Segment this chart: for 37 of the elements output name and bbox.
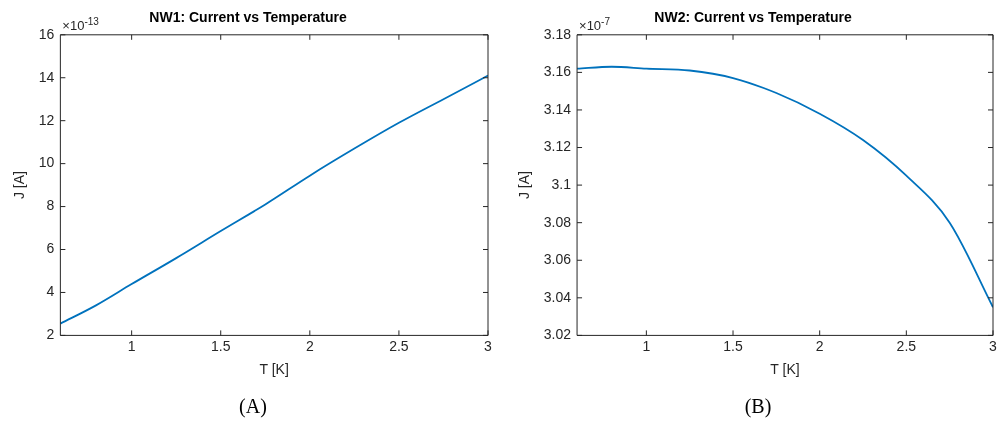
x-tick-label: 1 — [127, 337, 136, 354]
y-tick-label: 3.12 — [543, 138, 572, 155]
x-tick-label: 1.5 — [723, 337, 743, 354]
text: (B) — [744, 395, 772, 418]
y-tick-label: 2 — [46, 326, 55, 343]
line-series — [577, 65, 993, 309]
y-tick-label: 10 — [38, 154, 55, 171]
y-tick-label: 14 — [38, 68, 55, 85]
y-tick-label: 3.1 — [551, 175, 572, 192]
y-tick-label: 3.02 — [543, 326, 572, 343]
y-tick-label: 6 — [46, 240, 55, 257]
y-axis-title: J [A] — [516, 171, 533, 200]
y-tick-label: 16 — [38, 25, 55, 42]
x-tick-label: 2 — [815, 337, 824, 354]
y-tick-label: 3.08 — [543, 213, 572, 230]
y-axis-title: J [A] — [11, 171, 28, 200]
x-tick-label: 3 — [989, 337, 998, 354]
y-tick-label: 3.06 — [543, 251, 572, 268]
text: (A) — [239, 395, 267, 418]
x-tick-label: 2.5 — [896, 337, 917, 354]
chart-title: NW2: Current vs Temperature — [654, 9, 852, 26]
x-tick-label: 1.5 — [211, 337, 231, 354]
y-tick-label: 4 — [46, 283, 55, 300]
x-tick-label: 3 — [484, 337, 493, 354]
y-tick-label: 3.18 — [543, 25, 572, 42]
y-tick-label: 8 — [46, 197, 55, 214]
y-tick-label: 3.16 — [543, 63, 572, 80]
chart-title: NW1: Current vs Temperature — [149, 9, 347, 26]
x-tick-label: 1 — [642, 337, 651, 354]
line-series — [60, 74, 488, 325]
x-tick-label: 2.5 — [389, 337, 409, 354]
x-axis-title: T [K] — [770, 361, 800, 378]
y-tick-label: 3.04 — [543, 288, 572, 305]
y-tick-label: 3.14 — [543, 100, 572, 117]
y-tick-label: 12 — [38, 111, 55, 128]
x-axis-title: T [K] — [259, 361, 289, 378]
x-tick-label: 2 — [305, 337, 314, 354]
